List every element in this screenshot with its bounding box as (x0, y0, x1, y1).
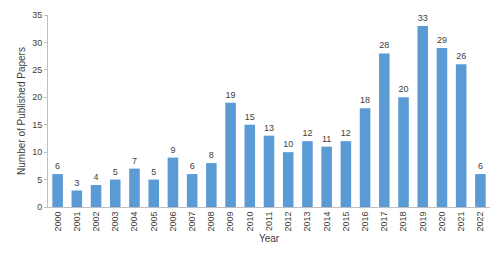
svg-text:2020: 2020 (437, 212, 447, 232)
svg-text:8: 8 (209, 150, 214, 160)
svg-text:0: 0 (37, 202, 42, 212)
svg-text:2011: 2011 (264, 212, 274, 231)
svg-text:Number of Published Papers: Number of Published Papers (16, 47, 27, 175)
svg-text:2004: 2004 (129, 212, 139, 232)
svg-text:20: 20 (399, 84, 409, 94)
svg-text:2007: 2007 (187, 212, 197, 232)
svg-text:12: 12 (302, 128, 312, 138)
svg-text:9: 9 (170, 145, 175, 155)
svg-text:2002: 2002 (91, 212, 101, 232)
svg-text:25: 25 (32, 65, 42, 75)
svg-text:2009: 2009 (225, 212, 235, 232)
svg-text:2001: 2001 (72, 212, 82, 232)
svg-text:6: 6 (55, 161, 60, 171)
svg-text:10: 10 (32, 147, 42, 157)
svg-text:30: 30 (32, 38, 42, 48)
svg-text:Year: Year (259, 233, 280, 244)
svg-text:2012: 2012 (283, 212, 293, 232)
svg-text:2016: 2016 (360, 212, 370, 232)
svg-text:11: 11 (322, 134, 331, 144)
svg-text:26: 26 (456, 51, 466, 61)
svg-text:2014: 2014 (322, 212, 332, 232)
svg-text:2021: 2021 (456, 212, 466, 232)
svg-text:2006: 2006 (168, 212, 178, 232)
svg-text:33: 33 (418, 13, 428, 23)
svg-text:2017: 2017 (379, 212, 389, 232)
svg-text:28: 28 (379, 40, 389, 50)
svg-text:15: 15 (32, 120, 42, 130)
svg-text:5: 5 (37, 175, 42, 185)
svg-text:6: 6 (190, 161, 195, 171)
svg-text:5: 5 (113, 167, 118, 177)
svg-text:2013: 2013 (302, 212, 312, 232)
svg-text:2008: 2008 (206, 212, 216, 232)
svg-text:2015: 2015 (341, 212, 351, 232)
svg-text:29: 29 (437, 35, 447, 45)
svg-text:35: 35 (32, 10, 42, 20)
svg-text:12: 12 (341, 128, 351, 138)
svg-text:13: 13 (264, 123, 274, 133)
svg-text:2010: 2010 (245, 212, 255, 232)
svg-text:5: 5 (151, 167, 156, 177)
svg-text:7: 7 (132, 156, 137, 166)
svg-text:2019: 2019 (418, 212, 428, 232)
svg-text:2000: 2000 (53, 212, 63, 232)
svg-text:2003: 2003 (110, 212, 120, 232)
svg-text:10: 10 (283, 139, 293, 149)
svg-text:19: 19 (226, 90, 236, 100)
svg-text:3: 3 (74, 178, 79, 188)
svg-text:6: 6 (478, 161, 483, 171)
svg-text:2018: 2018 (398, 212, 408, 232)
svg-text:2022: 2022 (475, 212, 485, 232)
svg-text:4: 4 (94, 172, 99, 182)
svg-text:18: 18 (360, 95, 370, 105)
svg-text:2005: 2005 (149, 212, 159, 232)
svg-text:20: 20 (32, 92, 42, 102)
svg-text:15: 15 (245, 112, 255, 122)
